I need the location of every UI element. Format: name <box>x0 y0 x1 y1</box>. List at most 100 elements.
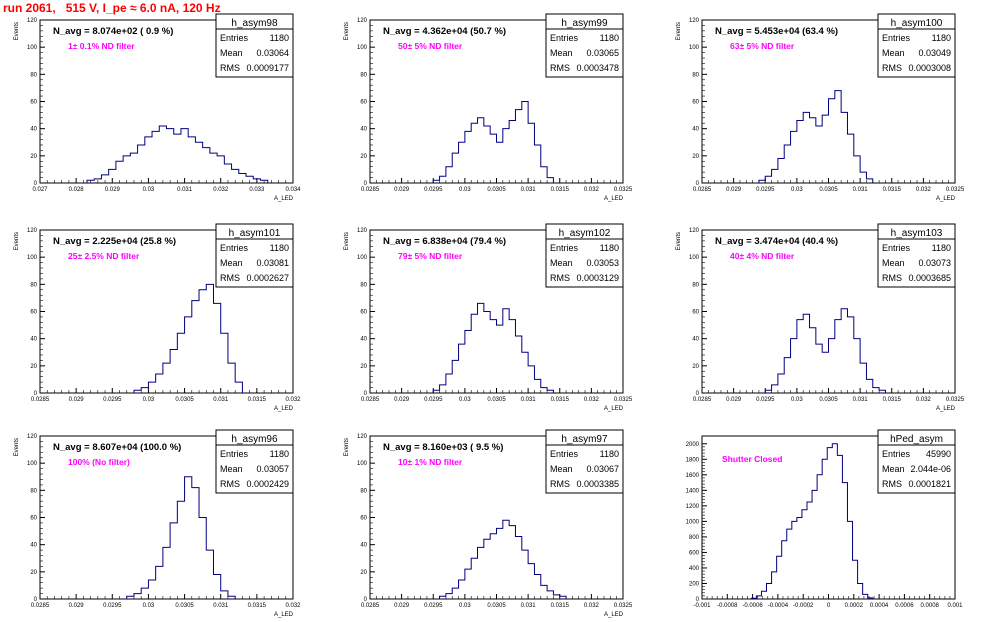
run-title: run 2061, 515 V, I_pe ≈ 6.0 nA, 120 Hz <box>3 1 221 15</box>
x-tick-label: 0.0285 <box>31 603 50 609</box>
stats-value: 0.03057 <box>256 464 289 474</box>
x-tick-label: 0.031 <box>213 397 229 403</box>
y-axis-title: Events <box>344 22 350 40</box>
x-tick-label: 0.0315 <box>248 397 267 403</box>
histogram-bin <box>490 320 496 393</box>
histogram-bin <box>145 137 152 183</box>
histogram-bin <box>177 501 184 599</box>
stats-value: 1180 <box>270 449 289 459</box>
x-tick-label: 0.0325 <box>946 187 965 193</box>
x-tick-label: 0.027 <box>32 187 48 193</box>
stats-title: h_asym96 <box>231 434 278 445</box>
stats-value: 0.0002429 <box>246 479 289 489</box>
y-tick-label: 80 <box>692 282 699 288</box>
histogram-bin <box>787 529 792 599</box>
x-tick-label: 0.031 <box>521 187 537 193</box>
stats-value: 1180 <box>270 243 289 253</box>
x-tick-label: 0.0325 <box>946 397 965 403</box>
stats-key: RMS <box>550 273 570 283</box>
histogram-line <box>432 101 554 183</box>
stats-key: Entries <box>550 33 579 43</box>
x-tick-label: 0.0315 <box>248 603 267 609</box>
y-axis-title: Events <box>676 232 682 250</box>
stats-value: 0.0003008 <box>908 63 951 73</box>
histogram-bin <box>816 344 822 393</box>
y-tick-label: 120 <box>27 228 38 234</box>
y-tick-label: 400 <box>689 566 700 572</box>
histogram-bin <box>235 382 242 393</box>
y-tick-label: 100 <box>27 461 38 467</box>
x-tick-label: 0.03 <box>791 397 803 403</box>
histogram-bin <box>822 115 828 183</box>
histogram-bin <box>509 320 515 393</box>
x-tick-label: -0.001 <box>693 603 711 609</box>
x-tick-label: 0.033 <box>249 187 265 193</box>
histogram-bin <box>778 159 784 183</box>
histogram-bin <box>192 301 199 393</box>
histogram-bin <box>459 142 465 183</box>
histogram-bin <box>116 161 123 183</box>
stats-value: 0.0003685 <box>908 273 951 283</box>
y-tick-label: 80 <box>360 72 367 78</box>
histogram-bin <box>772 572 777 599</box>
stats-value: 0.0009177 <box>246 63 289 73</box>
filter-label: 10± 1% ND filter <box>398 457 463 467</box>
histogram-line <box>133 283 243 393</box>
stats-box <box>545 13 624 78</box>
x-tick-label: 0.032 <box>584 603 600 609</box>
histogram-bin <box>777 556 782 599</box>
histogram-bin <box>452 588 458 599</box>
stats-key: Mean <box>550 464 573 474</box>
stats-box <box>545 429 624 494</box>
x-tick-label: 0.031 <box>853 187 869 193</box>
x-tick-label: 0.0006 <box>895 603 914 609</box>
x-tick-label: 0 <box>827 603 831 609</box>
histogram-bin <box>812 490 817 599</box>
x-tick-label: 0.0305 <box>487 187 506 193</box>
stats-key: Mean <box>882 464 905 474</box>
filter-label: 40± 4% ND filter <box>730 251 795 261</box>
y-tick-label: 80 <box>692 72 699 78</box>
stats-key: RMS <box>220 63 240 73</box>
histogram-bin <box>484 126 490 183</box>
histogram-bin <box>170 523 177 599</box>
histogram-bin <box>860 172 866 183</box>
histogram-bin <box>221 333 228 393</box>
y-tick-label: 20 <box>30 364 37 370</box>
histogram-bin <box>802 510 807 599</box>
histogram-bin <box>772 169 778 183</box>
stats-value: 2.044e-06 <box>910 464 951 474</box>
histogram-line <box>764 308 886 393</box>
y-tick-label: 40 <box>360 543 367 549</box>
stats-key: Mean <box>550 48 573 58</box>
histogram-bin <box>181 129 188 183</box>
histogram-bin <box>203 148 210 183</box>
y-tick-label: 40 <box>360 337 367 343</box>
x-tick-label: -0.0004 <box>768 603 789 609</box>
histogram-bin <box>170 350 177 393</box>
histogram-bin <box>841 112 847 183</box>
histogram-bin <box>528 564 534 599</box>
x-tick-label: 0.0285 <box>361 397 380 403</box>
histogram-bin <box>446 594 452 599</box>
y-tick-label: 40 <box>30 337 37 343</box>
histogram-bin <box>522 352 528 393</box>
histogram-bin <box>503 129 509 183</box>
histogram-bin <box>829 339 835 393</box>
histogram-bin <box>123 156 130 183</box>
stats-box <box>877 429 956 494</box>
histogram-panel-h_asym98: 0 20 40 60 80 100 120 0.027 0.028 0.029 0.03 0.031 0… <box>14 13 301 202</box>
y-tick-label: 2000 <box>686 442 700 448</box>
histogram-bin <box>547 591 553 599</box>
stats-value: 0.03049 <box>918 48 951 58</box>
filter-label: 63± 5% ND filter <box>730 41 795 51</box>
x-tick-label: 0.029 <box>394 603 410 609</box>
x-tick-label: 0.029 <box>726 187 742 193</box>
histogram-bin <box>484 539 490 599</box>
x-tick-label: 0.03 <box>143 187 155 193</box>
x-tick-label: 0.029 <box>69 397 85 403</box>
histogram-bin <box>803 314 809 393</box>
histogram-bin <box>199 290 206 393</box>
histogram-bin <box>847 521 852 599</box>
x-axis-title: A_LED <box>274 196 294 202</box>
